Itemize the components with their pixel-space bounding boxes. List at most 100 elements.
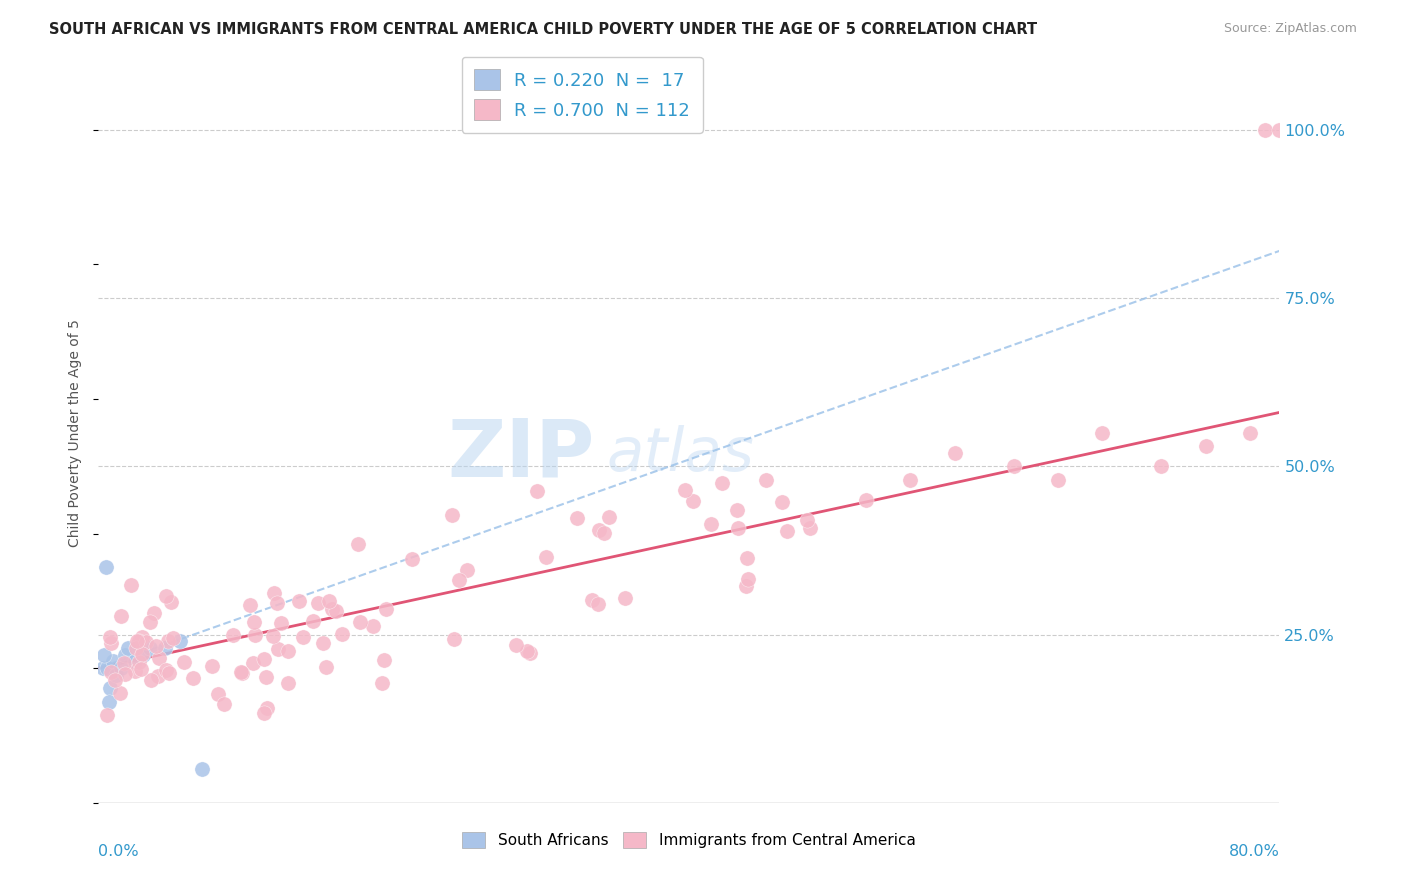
Point (93, 648, 115, 662)
Point (1239, 425, 1261, 440)
Point (727, 521, 749, 535)
Text: 0.0%: 0.0% (98, 844, 139, 858)
Point (253, 706, 276, 720)
Point (139, 615, 162, 629)
Point (135, 635, 157, 649)
Point (277, 643, 299, 657)
Point (157, 665, 180, 680)
Point (97, 695, 120, 709)
Point (277, 676, 299, 690)
Point (243, 615, 266, 629)
Point (373, 653, 395, 667)
Point (96, 707, 118, 722)
Point (534, 549, 557, 564)
Point (239, 599, 262, 613)
Point (775, 524, 797, 539)
Point (146, 669, 169, 683)
Y-axis label: Child Poverty Under the Age of 5: Child Poverty Under the Age of 5 (69, 318, 83, 547)
Point (145, 640, 167, 654)
Point (799, 521, 821, 535)
Text: Source: ZipAtlas.com: Source: ZipAtlas.com (1223, 22, 1357, 36)
Point (900, 473, 922, 487)
Point (770, 494, 793, 508)
Point (1254, 122, 1277, 136)
Point (112, 657, 135, 671)
Point (105, 668, 128, 682)
Point (104, 673, 127, 688)
Point (162, 631, 184, 645)
Point (321, 602, 343, 616)
Point (173, 655, 195, 669)
Point (567, 510, 589, 524)
Point (325, 604, 347, 618)
Point (139, 640, 162, 655)
Point (349, 615, 371, 630)
Point (94, 560, 117, 574)
Point (148, 650, 170, 665)
Point (675, 483, 697, 498)
Point (267, 641, 290, 656)
Point (243, 628, 266, 642)
Point (254, 670, 277, 684)
Point (288, 594, 311, 608)
Point (120, 578, 142, 592)
Point (301, 614, 323, 628)
Point (374, 601, 396, 615)
Legend: South Africans, Immigrants from Central America: South Africans, Immigrants from Central … (457, 826, 921, 855)
Point (129, 662, 152, 676)
Point (855, 492, 877, 507)
Text: SOUTH AFRICAN VS IMMIGRANTS FROM CENTRAL AMERICA CHILD POVERTY UNDER THE AGE OF : SOUTH AFRICAN VS IMMIGRANTS FROM CENTRAL… (49, 22, 1038, 37)
Point (159, 595, 181, 609)
Point (593, 526, 616, 541)
Text: ZIP: ZIP (447, 416, 595, 494)
Point (169, 634, 191, 648)
Point (735, 550, 758, 565)
Point (318, 594, 340, 608)
Point (103, 655, 125, 669)
Point (307, 597, 329, 611)
Point (1002, 459, 1025, 474)
Point (796, 513, 818, 527)
Point (443, 632, 465, 646)
Point (110, 661, 132, 675)
Point (222, 628, 245, 642)
Point (519, 646, 541, 660)
Point (253, 652, 276, 666)
Point (737, 572, 759, 586)
Point (117, 640, 139, 655)
Point (943, 446, 966, 460)
Point (586, 597, 609, 611)
Point (124, 655, 146, 669)
Point (96, 661, 118, 675)
Point (370, 675, 392, 690)
Point (114, 648, 136, 662)
Point (155, 663, 177, 677)
Point (598, 510, 620, 524)
Point (131, 630, 153, 644)
Point (361, 619, 384, 633)
Point (526, 483, 548, 498)
Point (270, 616, 292, 631)
Point (447, 573, 470, 587)
Point (1268, 122, 1291, 136)
Point (312, 636, 335, 650)
Point (315, 659, 337, 673)
Point (1150, 459, 1173, 474)
Point (263, 586, 285, 600)
Point (110, 608, 132, 623)
Point (124, 664, 146, 678)
Point (131, 647, 153, 661)
Point (256, 700, 278, 714)
Point (114, 667, 136, 681)
Point (735, 579, 758, 593)
Point (132, 648, 155, 662)
Point (139, 673, 162, 687)
Point (346, 537, 368, 551)
Point (98, 681, 121, 696)
Point (214, 698, 236, 712)
Point (201, 659, 224, 673)
Point (155, 590, 177, 604)
Point (128, 656, 150, 670)
Point (98, 630, 121, 644)
Point (100, 636, 122, 650)
